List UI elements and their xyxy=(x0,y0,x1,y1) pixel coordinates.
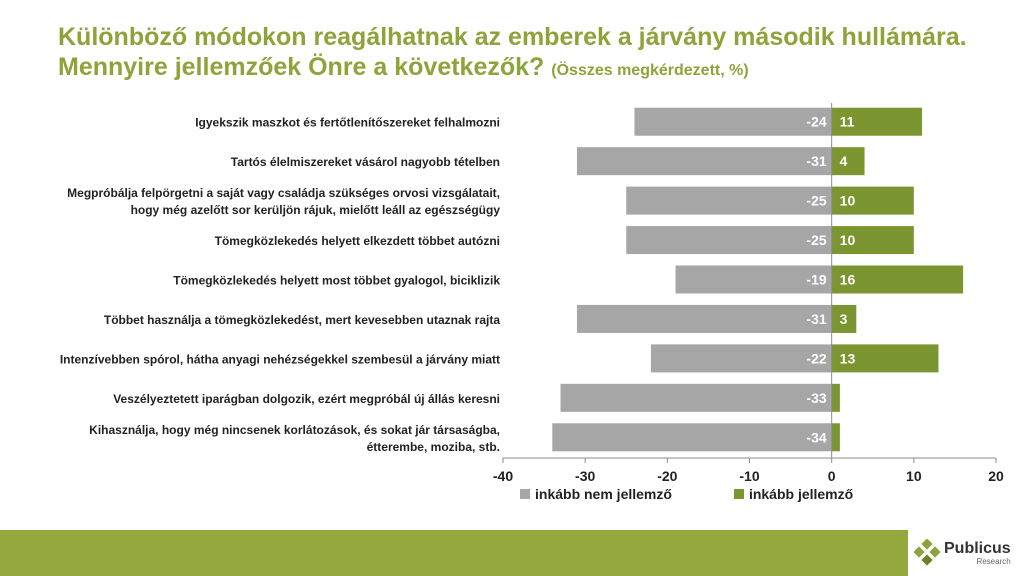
data-label-positive: 10 xyxy=(840,232,856,248)
category-label: Veszélyeztetett iparágban dolgozik, ezér… xyxy=(113,392,500,406)
logo-diamond-icon xyxy=(914,539,941,566)
x-tick-label: -40 xyxy=(493,468,513,484)
data-label-positive: 16 xyxy=(840,272,856,288)
bar-positive xyxy=(831,344,939,373)
bar-negative xyxy=(560,383,832,412)
x-tick-label: 0 xyxy=(828,468,836,484)
data-label-negative: -24 xyxy=(806,114,826,130)
x-tick-label: -10 xyxy=(739,468,759,484)
category-label: Tartós élelmiszereket vásárol nagyobb té… xyxy=(231,155,500,169)
legend-item-negative: inkább nem jellemző xyxy=(520,486,672,502)
data-label-negative: -31 xyxy=(806,311,826,327)
category-label: étterembe, moziba, stb. xyxy=(367,440,500,454)
bar-negative xyxy=(626,186,832,215)
legend-label-negative: inkább nem jellemző xyxy=(535,486,672,502)
title-question: Mennyire jellemzőek Önre a következők? xyxy=(58,53,545,81)
bar-positive xyxy=(831,304,857,333)
category-label: Tömegközlekedés helyett elkezdett többet… xyxy=(215,234,500,248)
bar-positive xyxy=(831,383,840,412)
x-tick-label: 10 xyxy=(906,468,922,484)
data-label-negative: -25 xyxy=(806,232,826,248)
bar-positive xyxy=(831,186,914,215)
publicus-logo: Publicus Research xyxy=(908,530,1024,576)
bar-positive xyxy=(831,107,923,136)
legend-swatch-positive xyxy=(733,489,744,499)
data-label-positive: 4 xyxy=(840,153,848,169)
data-label-negative: -33 xyxy=(806,390,826,406)
category-label: hogy még azelőtt sor kerüljön rájuk, mie… xyxy=(131,203,501,217)
data-label-negative: -31 xyxy=(806,153,826,169)
bar-negative xyxy=(675,265,832,294)
data-label-positive: 13 xyxy=(840,350,856,366)
logo-name: Publicus xyxy=(944,539,1011,557)
category-label: Megpróbálja felpörgetni a saját vagy csa… xyxy=(67,186,500,200)
bar-positive xyxy=(831,265,964,294)
data-label-negative: -34 xyxy=(806,429,826,445)
x-tick-label: -20 xyxy=(657,468,677,484)
bar-negative xyxy=(552,423,832,452)
data-label-negative: -25 xyxy=(806,193,826,209)
bar-negative xyxy=(576,304,832,333)
bar-positive xyxy=(831,226,914,255)
legend-swatch-negative xyxy=(520,489,530,499)
data-label-negative: -22 xyxy=(806,350,826,366)
category-label: Többet használja a tömegközlekedést, mer… xyxy=(104,313,500,327)
chart-subtitle: (Összes megkérdezett, %) xyxy=(551,62,749,79)
chart-title: Különböző módokon reagálhatnak az embere… xyxy=(58,22,1008,86)
category-label: Igyekszik maszkot és fertőtlenítőszereke… xyxy=(195,116,500,130)
data-label-positive: 10 xyxy=(840,193,856,209)
bar-negative xyxy=(650,344,832,373)
logo-sub: Research xyxy=(976,556,1011,566)
data-label-positive: 3 xyxy=(840,311,848,327)
data-label-positive: 11 xyxy=(840,114,855,130)
footer-band xyxy=(0,530,1024,576)
data-label-negative: -19 xyxy=(806,272,826,288)
x-tick-label: 20 xyxy=(988,468,1004,484)
legend-label-positive: inkább jellemző xyxy=(748,486,854,502)
bar-positive xyxy=(831,423,840,452)
category-label: Kihasználja, hogy még nincsenek korlátoz… xyxy=(89,423,500,437)
bar-negative xyxy=(634,107,832,136)
x-tick-label: -30 xyxy=(575,468,595,484)
diverging-bar-chart: -24 11 Igyekszik maszkot és fertőtlenítősz… xyxy=(60,103,1004,484)
bar-negative xyxy=(626,226,832,255)
category-label: Intenzívebben spórol, hátha anyagi nehéz… xyxy=(60,352,500,366)
bar-positive xyxy=(831,147,865,176)
title-line-2: Mennyire jellemzőek Önre a következők? (… xyxy=(58,52,1008,86)
category-label: Tömegközlekedés helyett most többet gyal… xyxy=(173,274,500,288)
title-line-1: Különböző módokon reagálhatnak az embere… xyxy=(58,23,967,51)
chart-legend: inkább nem jellemző inkább jellemző xyxy=(520,482,915,506)
legend-item-positive: inkább jellemző xyxy=(733,486,854,502)
bar-negative xyxy=(576,147,832,176)
